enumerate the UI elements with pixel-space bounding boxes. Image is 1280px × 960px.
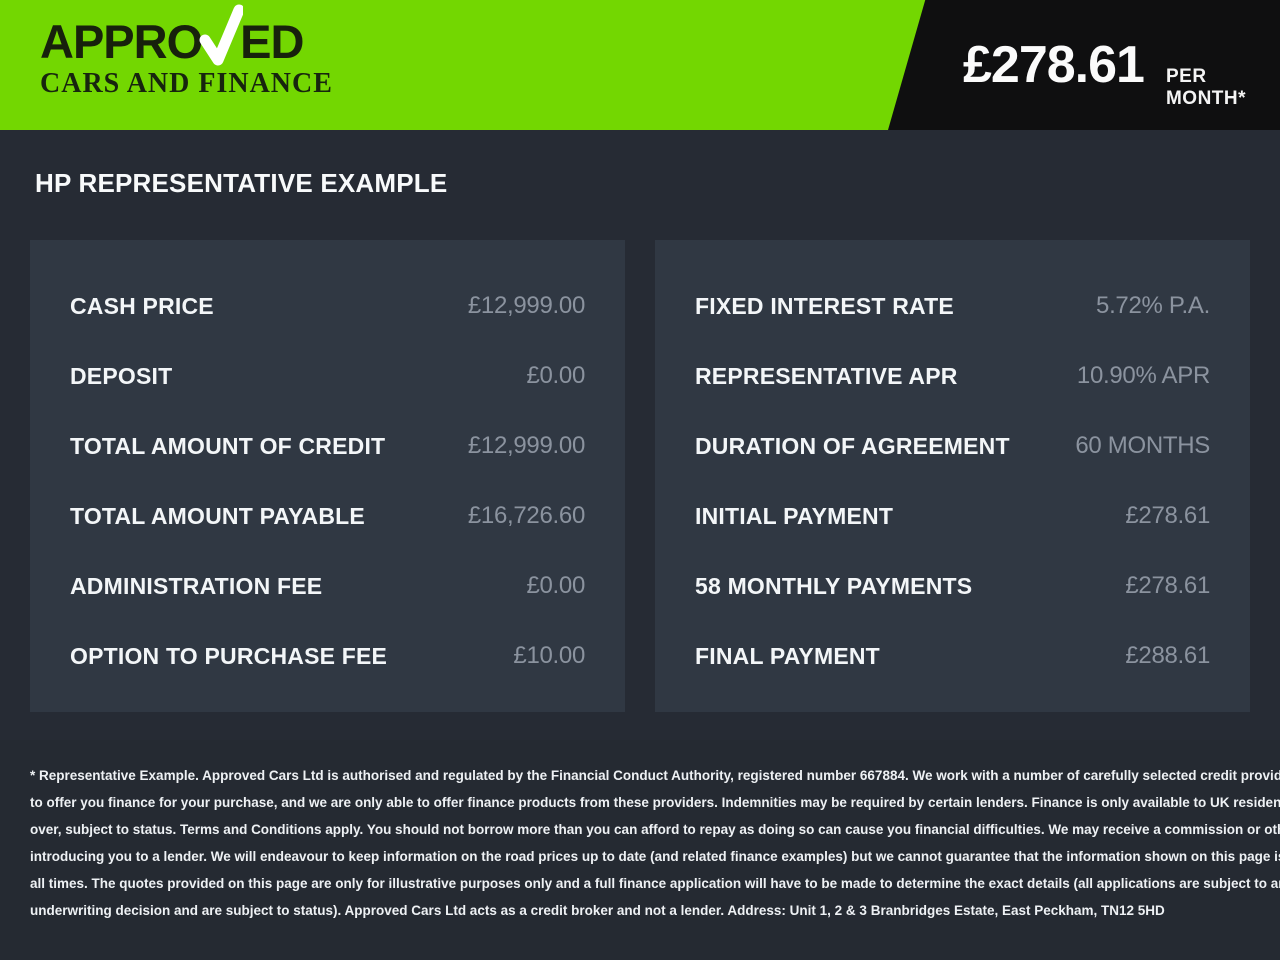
finance-label: FINAL PAYMENT: [695, 642, 880, 669]
finance-label: ADMINISTRATION FEE: [70, 572, 323, 599]
finance-value: £12,999.00: [467, 432, 585, 459]
finance-row: TOTAL AMOUNT OF CREDIT £12,999.00: [30, 411, 625, 481]
monthly-price-suffix: PER MONTH*: [1165, 66, 1247, 109]
monthly-price: £278.61: [963, 36, 1145, 94]
legal-text-line: over, subject to status. Terms and Condi…: [30, 822, 1280, 837]
finance-label: TOTAL AMOUNT OF CREDIT: [70, 432, 386, 459]
finance-label: INITIAL PAYMENT: [695, 502, 894, 529]
logo-text-post: ED: [240, 15, 304, 68]
finance-value: £278.61: [1125, 502, 1210, 529]
logo-text-pre: APPRO: [40, 15, 203, 68]
finance-label: 58 MONTHLY PAYMENTS: [695, 572, 973, 599]
finance-row: FINAL PAYMENT £288.61: [655, 621, 1250, 691]
legal-text-line: underwriting decision and are subject to…: [30, 903, 1165, 918]
finance-row: INITIAL PAYMENT £278.61: [655, 481, 1250, 551]
finance-value: £12,999.00: [467, 292, 585, 319]
finance-row: REPRESENTATIVE APR 10.90% APR: [655, 341, 1250, 411]
finance-row: OPTION TO PURCHASE FEE £10.00: [30, 621, 625, 691]
finance-value: 60 MONTHS: [1075, 432, 1210, 459]
finance-label: DURATION OF AGREEMENT: [695, 432, 1010, 459]
legal-text-line: * Representative Example. Approved Cars …: [30, 768, 1280, 783]
legal-text-line: introducing you to a lender. We will end…: [30, 849, 1280, 864]
finance-value: 10.90% APR: [1076, 362, 1210, 389]
finance-panel-right: FIXED INTEREST RATE 5.72% P.A. REPRESENT…: [655, 240, 1250, 712]
finance-label: OPTION TO PURCHASE FEE: [70, 642, 388, 669]
finance-value: 5.72% P.A.: [1096, 292, 1210, 319]
finance-row: FIXED INTEREST RATE 5.72% P.A.: [655, 271, 1250, 341]
legal-text-line: all times. The quotes provided on this p…: [30, 876, 1280, 891]
finance-label: REPRESENTATIVE APR: [695, 362, 958, 389]
finance-value: £10.00: [513, 642, 585, 669]
finance-row: 58 MONTHLY PAYMENTS £278.61: [655, 551, 1250, 621]
check-icon: [199, 4, 244, 66]
finance-value: £0.00: [526, 572, 585, 599]
header-banner: APPRO ED CARS AND FINANCE £278.61 PER MO…: [0, 0, 1280, 130]
logo-subtitle: CARS AND FINANCE: [40, 68, 333, 99]
finance-value: £278.61: [1125, 572, 1210, 599]
finance-row: ADMINISTRATION FEE £0.00: [30, 551, 625, 621]
legal-text-line: to offer you finance for your purchase, …: [30, 795, 1280, 810]
finance-label: DEPOSIT: [70, 362, 173, 389]
page-title: HP REPRESENTATIVE EXAMPLE: [35, 168, 448, 198]
finance-value: £16,726.60: [467, 502, 585, 529]
finance-value: £288.61: [1125, 642, 1210, 669]
finance-row: TOTAL AMOUNT PAYABLE £16,726.60: [30, 481, 625, 551]
finance-label: FIXED INTEREST RATE: [695, 292, 954, 319]
brand-logo: APPRO ED CARS AND FINANCE: [40, 4, 333, 99]
finance-value: £0.00: [526, 362, 585, 389]
legal-footer: * Representative Example. Approved Cars …: [0, 740, 1280, 960]
finance-row: DURATION OF AGREEMENT 60 MONTHS: [655, 411, 1250, 481]
finance-row: DEPOSIT £0.00: [30, 341, 625, 411]
logo-wordmark: APPRO ED: [40, 4, 333, 68]
finance-label: CASH PRICE: [70, 292, 214, 319]
finance-panel-left: CASH PRICE £12,999.00 DEPOSIT £0.00 TOTA…: [30, 240, 625, 712]
monthly-price-flag: £278.61 PER MONTH*: [888, 0, 1280, 130]
finance-label: TOTAL AMOUNT PAYABLE: [70, 502, 365, 529]
finance-row: CASH PRICE £12,999.00: [30, 271, 625, 341]
